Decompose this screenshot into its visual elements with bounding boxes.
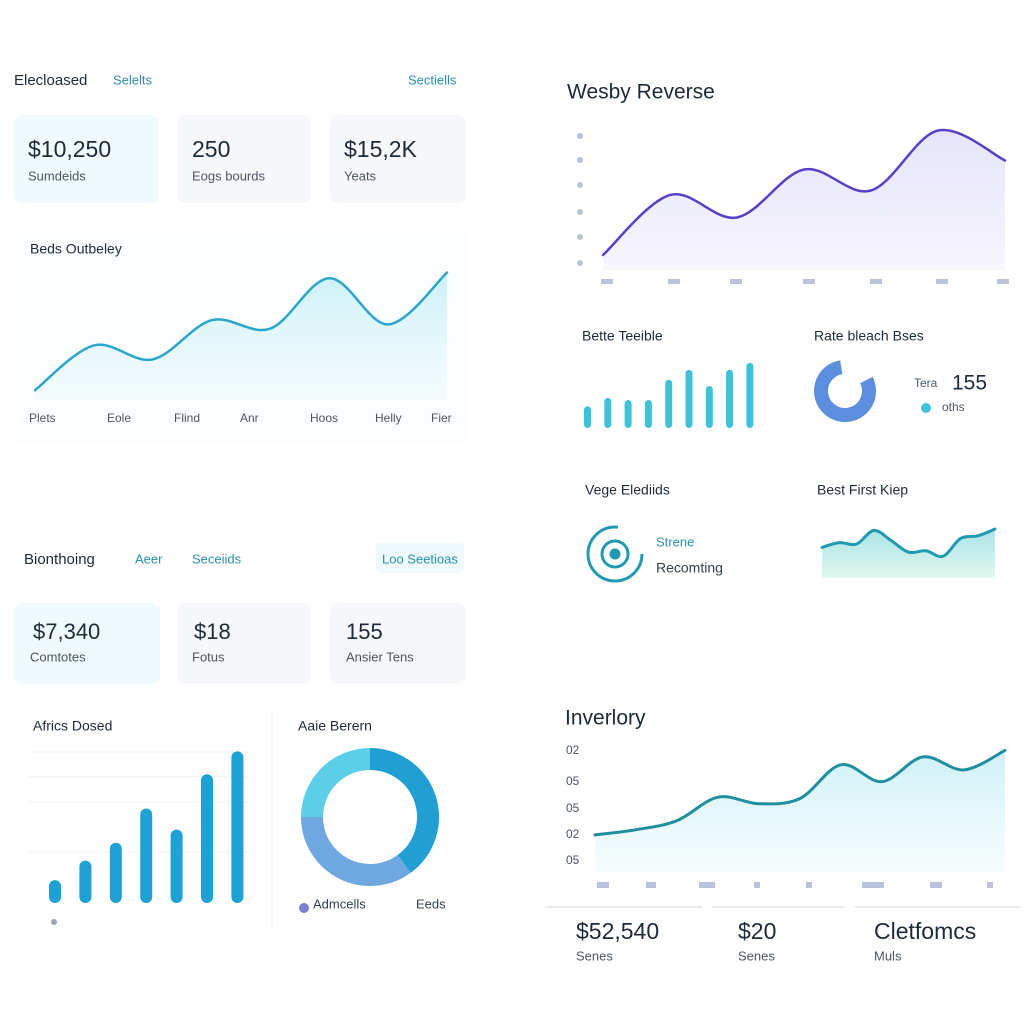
chart-title: Africs Dosed <box>33 718 112 734</box>
y-tick-label: 05 <box>566 774 580 788</box>
grid-lines <box>28 751 250 853</box>
line <box>33 271 449 392</box>
stat-label: Senes <box>576 948 613 963</box>
bar <box>109 842 122 903</box>
stat-card <box>177 603 311 684</box>
section-title: Elecloased <box>14 72 87 89</box>
bar <box>604 397 612 428</box>
x-tick-label: Helly <box>375 411 402 425</box>
status-line: Recomting <box>656 560 723 576</box>
stat-label: Eogs bourds <box>192 168 265 183</box>
stat-card <box>14 115 159 203</box>
tab[interactable]: Seceiids <box>192 551 242 566</box>
chart-title: Aaie Berern <box>298 718 372 734</box>
line <box>593 748 1007 837</box>
donut-segment <box>369 748 439 873</box>
stat-card <box>330 115 466 203</box>
stat-value: $18 <box>194 619 231 644</box>
legend-label: oths <box>942 400 965 414</box>
y-tick-label: 05 <box>566 801 580 815</box>
legend-dot <box>299 903 309 913</box>
stat-value: $15,2K <box>344 136 418 162</box>
bar <box>644 400 652 428</box>
bar <box>726 369 734 428</box>
stat-value: $7,340 <box>33 619 100 644</box>
stat-label: Sumdeids <box>28 168 86 183</box>
bar <box>685 369 693 428</box>
area <box>603 129 1005 270</box>
bar <box>170 829 183 903</box>
gauge-arc <box>814 360 876 422</box>
tab[interactable]: Sectiells <box>408 72 457 87</box>
stat-card <box>330 603 466 684</box>
x-tick-label: Fier <box>431 411 452 425</box>
status-line: Strene <box>656 534 694 549</box>
chart-title: Wesby Reverse <box>567 81 715 104</box>
stat-value: $10,250 <box>28 136 111 162</box>
bar <box>624 400 632 428</box>
legend-label: Eeds <box>416 896 446 911</box>
area <box>35 272 447 400</box>
stat-card <box>177 115 311 203</box>
legend-dot <box>921 403 931 413</box>
bar <box>665 379 673 428</box>
donut-segment <box>301 748 371 818</box>
bar <box>79 860 92 903</box>
legend-value: 155 <box>952 372 987 395</box>
stat-label: Comtotes <box>30 649 86 664</box>
bar <box>49 880 61 903</box>
x-tick-label: Plets <box>29 411 56 425</box>
bar <box>584 406 591 428</box>
bar <box>705 386 713 428</box>
section-title: Vege Elediids <box>585 482 670 498</box>
chart-title: Beds Outbeley <box>30 241 122 257</box>
chart-title: Best First Kiep <box>817 482 908 498</box>
bar <box>746 362 754 428</box>
stat-label: Senes <box>738 948 775 963</box>
axis-dots <box>577 133 1009 284</box>
area <box>595 750 1005 872</box>
bar <box>231 751 244 903</box>
stat-label: Muls <box>874 948 902 963</box>
y-tick-label: 02 <box>566 743 580 757</box>
stat-value: 250 <box>192 136 230 162</box>
x-tick-label: Anr <box>240 411 259 425</box>
line <box>601 128 1007 257</box>
stat-label: Ansier Tens <box>346 649 414 664</box>
y-tick-label: 05 <box>566 853 580 867</box>
section-title: Bionthoing <box>24 551 95 568</box>
tab-pill[interactable] <box>376 543 464 573</box>
status-icon <box>586 525 644 583</box>
x-tick-label: Flind <box>174 411 200 425</box>
stat-value: 155 <box>346 619 383 644</box>
stat-label: Fotus <box>192 649 225 664</box>
tab[interactable]: Aeer <box>135 551 163 566</box>
donut-segment <box>301 816 411 886</box>
line <box>820 527 997 559</box>
bar <box>201 774 213 903</box>
x-tick-label: Hoos <box>310 411 338 425</box>
y-tick-label: 02 <box>566 827 580 841</box>
x-tick-label: Eole <box>107 411 131 425</box>
chart-title: Inverlory <box>565 707 646 730</box>
axis-dot <box>51 919 57 925</box>
axis-dots <box>597 882 993 888</box>
tab[interactable]: Loo Seetioas <box>382 551 458 566</box>
chart-title: Bette Teeible <box>582 328 663 344</box>
stat-value: $20 <box>738 918 776 944</box>
legend-prefix: Tera <box>914 376 938 390</box>
chart-title: Rate bleach Bses <box>814 328 924 344</box>
legend-label: Admcells <box>313 896 366 911</box>
stat-card <box>14 603 160 684</box>
stat-value: Cletfomcs <box>874 918 976 944</box>
tab[interactable]: Selelts <box>113 72 153 87</box>
stat-label: Yeats <box>344 168 377 183</box>
bar <box>140 808 153 903</box>
stat-value: $52,540 <box>576 918 659 944</box>
